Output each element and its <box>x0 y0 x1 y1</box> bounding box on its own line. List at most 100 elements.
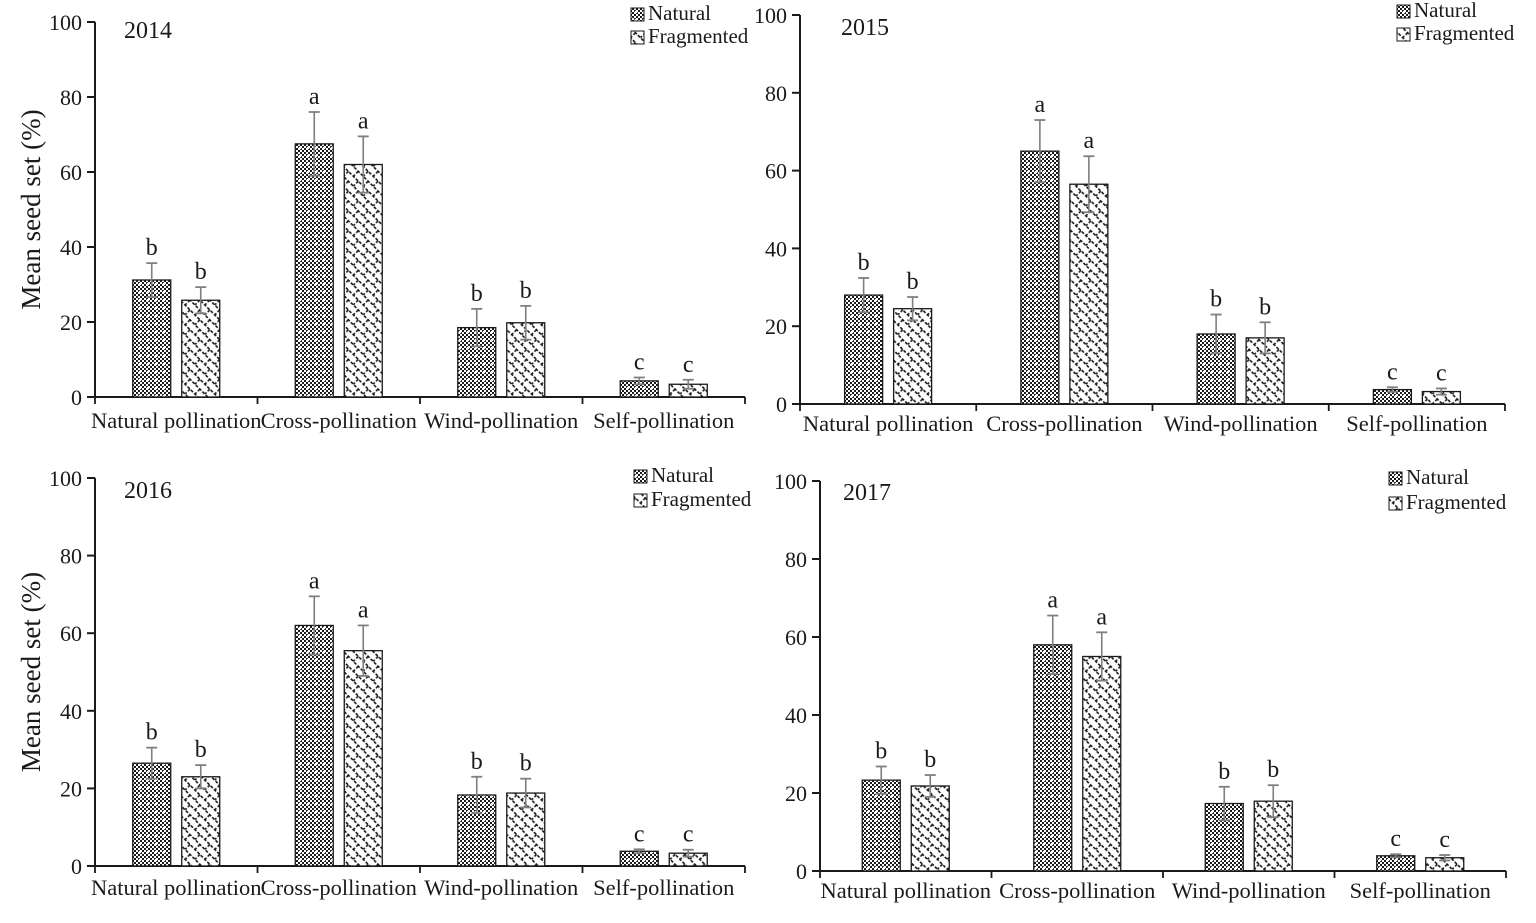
bar-fragmented-2 <box>343 650 383 867</box>
category-label: Self-pollination <box>593 408 734 433</box>
legend-label-fragmented: Fragmented <box>648 24 749 48</box>
category-label: Cross-pollination <box>999 878 1155 903</box>
y-tick-label: 0 <box>796 859 807 884</box>
y-tick-label: 20 <box>60 310 82 335</box>
significance-letter: b <box>1218 759 1230 785</box>
panel-year-label: 2016 <box>124 478 172 504</box>
panel-2014: 0 20 40 60 80 100 Natural pollination Cross-pol… <box>16 1 749 433</box>
category-label: Wind-pollination <box>424 875 578 900</box>
category-label: Wind-pollination <box>424 408 578 433</box>
panel-2016: 0 20 40 60 80 100 Natural pollination Cross-pol… <box>16 463 752 900</box>
category-label: Natural pollination <box>91 408 262 433</box>
bar-fragmented-2 <box>1069 183 1109 405</box>
category-label: Cross-pollination <box>261 408 417 433</box>
panel-year-label: 2015 <box>841 15 889 41</box>
significance-letter: a <box>1084 128 1095 154</box>
y-tick-label: 100 <box>754 3 787 28</box>
checkerboard-dotted-pattern-icon <box>633 469 648 484</box>
legend-label-natural: Natural <box>651 463 714 487</box>
significance-letter: b <box>520 278 532 304</box>
bar-natural-1 <box>843 294 884 405</box>
y-tick-label: 20 <box>785 781 807 806</box>
panel-2015: 0 20 40 60 80 100 Natural pollination Cross-pol… <box>754 0 1515 436</box>
y-axis-title: Mean seed set (%) <box>16 572 46 772</box>
category-label: Self-pollination <box>1346 411 1487 436</box>
y-tick-label: 0 <box>776 392 787 417</box>
bar-fragmented-1 <box>892 308 933 405</box>
significance-letter: c <box>1387 359 1398 385</box>
category-label: Cross-pollination <box>986 411 1142 436</box>
significance-letter: a <box>1035 92 1046 118</box>
panel-year-label: 2014 <box>124 18 172 44</box>
bar-fragmented-2 <box>1082 655 1122 872</box>
bar-fragmented-1 <box>181 299 221 398</box>
category-label: Natural pollination <box>91 875 262 900</box>
checkerboard-dotted-pattern-icon <box>630 7 645 22</box>
significance-letter: b <box>520 751 532 777</box>
y-tick-label: 100 <box>774 469 807 494</box>
significance-letter: b <box>471 749 483 775</box>
significance-letter: a <box>309 84 320 110</box>
y-tick-label: 60 <box>785 625 807 650</box>
checkerboard-dotted-pattern-icon <box>1388 471 1403 486</box>
significance-letter: b <box>858 250 870 276</box>
y-tick-label: 80 <box>60 544 82 569</box>
y-tick-label: 0 <box>71 385 82 410</box>
legend-label-fragmented: Fragmented <box>651 487 752 511</box>
y-tick-label: 40 <box>765 236 787 261</box>
legend-label-natural: Natural <box>648 1 711 25</box>
significance-letter: b <box>924 747 936 773</box>
y-tick-label: 80 <box>60 85 82 110</box>
significance-letter: a <box>309 568 320 594</box>
significance-letter: a <box>1096 604 1107 630</box>
y-tick-label: 80 <box>785 547 807 572</box>
category-label: Natural pollination <box>803 411 974 436</box>
diagonal-brick-pattern-icon <box>633 493 648 508</box>
y-axis-title: Mean seed set (%) <box>16 109 46 309</box>
significance-letter: b <box>146 720 158 746</box>
significance-letter: b <box>907 269 919 295</box>
y-tick-label: 60 <box>765 159 787 184</box>
significance-letter: b <box>1267 757 1279 783</box>
y-tick-label: 80 <box>765 81 787 106</box>
significance-letter: a <box>358 597 369 623</box>
y-tick-label: 20 <box>60 776 82 801</box>
significance-letter: a <box>358 108 369 134</box>
y-tick-label: 40 <box>785 703 807 728</box>
bar-natural-2 <box>1020 150 1060 405</box>
bar-natural-1 <box>132 762 172 867</box>
legend-label-fragmented: Fragmented <box>1414 21 1515 45</box>
category-label: Self-pollination <box>593 875 734 900</box>
panel-year-label: 2017 <box>843 480 891 506</box>
bar-natural-2 <box>1033 644 1073 872</box>
category-label: Wind-pollination <box>1172 878 1326 903</box>
significance-letter: c <box>1390 826 1401 852</box>
legend-label-natural: Natural <box>1414 0 1477 22</box>
legend-label-natural: Natural <box>1406 465 1469 489</box>
legend-label-fragmented: Fragmented <box>1406 490 1507 514</box>
y-tick-label: 20 <box>765 314 787 339</box>
y-tick-label: 100 <box>49 10 82 35</box>
bar-fragmented-1 <box>910 785 950 872</box>
significance-letter: b <box>195 737 207 763</box>
category-label: Cross-pollination <box>261 875 417 900</box>
significance-letter: b <box>146 235 158 261</box>
category-label: Natural pollination <box>820 878 991 903</box>
diagonal-brick-pattern-icon <box>630 30 645 45</box>
bar-natural-2 <box>294 143 334 398</box>
significance-letter: b <box>471 281 483 307</box>
y-tick-label: 40 <box>60 235 82 260</box>
y-tick-label: 0 <box>71 854 82 879</box>
significance-letter: b <box>1259 294 1271 320</box>
significance-letter: a <box>1047 588 1058 614</box>
y-tick-label: 60 <box>60 160 82 185</box>
significance-letter: b <box>195 259 207 285</box>
diagonal-brick-pattern-icon <box>1388 496 1403 511</box>
diagonal-brick-pattern-icon <box>1396 27 1411 42</box>
category-label: Self-pollination <box>1350 878 1491 903</box>
category-label: Wind-pollination <box>1164 411 1318 436</box>
significance-letter: c <box>634 350 645 376</box>
y-tick-label: 40 <box>60 699 82 724</box>
